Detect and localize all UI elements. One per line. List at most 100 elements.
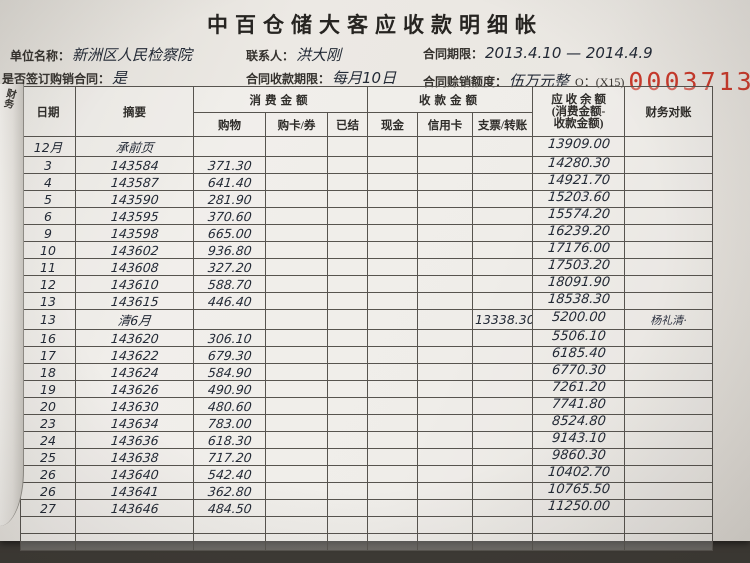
cell-cash [367,207,419,225]
unit-name-label: 单位名称： [10,49,71,63]
cell-purchase: 484.50 [193,499,266,517]
cell-cash [367,482,419,500]
cell-transfer [472,465,534,483]
cell-reconcile-note [624,414,714,432]
cell-card [265,414,328,432]
cell-summary: 143615 [75,292,194,310]
cell-settled [326,414,369,432]
cell-date: 16 [20,329,76,347]
col-header-purchase: 购物 [193,112,266,137]
col-header-cash: 现金 [367,112,419,137]
cell-reconcile-note [624,241,714,259]
cell-date: 27 [20,499,76,517]
contact-label: 联系人： [246,49,295,63]
cell-purchase [193,533,266,551]
cell-card [265,380,328,398]
page-curl-partial-text: 财务 [0,86,17,110]
cell-date: 25 [20,448,76,466]
collection-deadline-label: 合同收款期限： [246,72,331,86]
cell-purchase: 480.60 [193,397,266,415]
cell-settled [326,397,369,415]
cell-summary: 143590 [75,190,194,208]
cell-cash [367,448,419,466]
collection-deadline-field: 合同收款期限： 每月10日 [246,67,396,88]
cell-date: 13 [20,292,76,310]
cell-balance: 10765.50 [532,482,626,500]
cell-creditcard [417,431,474,449]
cell-cash [367,173,419,191]
cell-date: 3 [20,156,76,174]
cell-summary [75,516,194,534]
cell-summary: 143630 [75,397,194,415]
cell-cash [367,241,419,259]
cell-summary: 143638 [75,448,194,466]
cell-reconcile-note [624,516,714,534]
cell-transfer [472,380,534,398]
cell-cash [367,533,419,551]
cell-balance: 7741.80 [532,397,626,415]
cell-date: 6 [20,207,76,225]
cell-balance: 17503.20 [532,258,626,276]
cell-date: 24 [20,431,76,449]
table-row [20,533,714,551]
cell-transfer [472,363,534,381]
cell-card [265,173,328,191]
ledger-header: 日期 摘要 消费金额 收款金额 应 收 余 额 (消费金额- 收款金额) 财务对… [20,86,714,137]
cell-balance: 8524.80 [532,414,626,432]
cell-balance [532,533,626,551]
cell-creditcard [417,224,474,242]
cell-reconcile-note [624,482,714,500]
cell-transfer [472,241,534,259]
table-row: 11 143608 327.20 17503.20 [20,258,714,276]
page-title: 中百仓储大客应收款明细帐 [207,13,543,37]
cell-reconcile-note [624,533,714,551]
cell-reconcile-note: 杨礼清· [624,309,714,330]
table-row: 10 143602 936.80 17176.00 [20,241,714,259]
cell-reconcile-note [624,397,714,415]
cell-card [265,431,328,449]
cell-summary: 143641 [75,482,194,500]
table-row: 27 143646 484.50 11250.00 [20,499,714,517]
table-row: 13 清6月 13338.30 5200.00 杨礼清· [20,309,714,330]
balance-header-line1: 应 收 余 额 [551,93,606,106]
contract-signed-field: 是否签订购销合同：是 [2,67,127,88]
cell-purchase: 446.40 [193,292,266,310]
cell-balance: 13909.00 [532,136,626,157]
cell-purchase: 370.60 [193,207,266,225]
cell-transfer [472,207,534,225]
cell-settled [326,190,369,208]
cell-cash [367,329,419,347]
cell-date: 5 [20,190,76,208]
cell-balance [532,516,626,534]
cell-card [265,346,328,364]
cell-date: 12 [20,275,76,293]
contract-period-value: 2013.4.10 — 2014.4.9 [485,44,653,62]
cell-date: 12月 [20,136,76,157]
cell-summary: 143595 [75,207,194,225]
cell-creditcard [417,241,474,259]
cell-creditcard [417,309,474,330]
page-curl-edge: 财务 [0,84,24,526]
cell-summary: 143622 [75,346,194,364]
cell-card [265,465,328,483]
table-row: 26 143640 542.40 10402.70 [20,465,714,483]
table-row: 23 143634 783.00 8524.80 [20,414,714,432]
cell-creditcard [417,465,474,483]
cell-date: 11 [20,258,76,276]
col-header-balance: 应 收 余 额 (消费金额- 收款金额) [532,86,626,137]
cell-summary: 清6月 [75,309,194,330]
cell-cash [367,275,419,293]
cell-transfer [472,275,534,293]
cell-reconcile-note [624,173,714,191]
cell-cash [367,309,419,330]
cell-date [20,516,76,534]
cell-transfer [472,258,534,276]
cell-purchase: 327.20 [193,258,266,276]
serial-prefix: O：(X15) [575,75,625,89]
col-header-transfer: 支票/转账 [472,112,534,137]
contract-period-field: 合同期限： 2013.4.10 — 2014.4.9 [423,44,653,62]
cell-purchase [193,516,266,534]
col-group-receive: 收款金额 [367,86,534,113]
cell-creditcard [417,482,474,500]
cell-purchase: 679.30 [193,346,266,364]
